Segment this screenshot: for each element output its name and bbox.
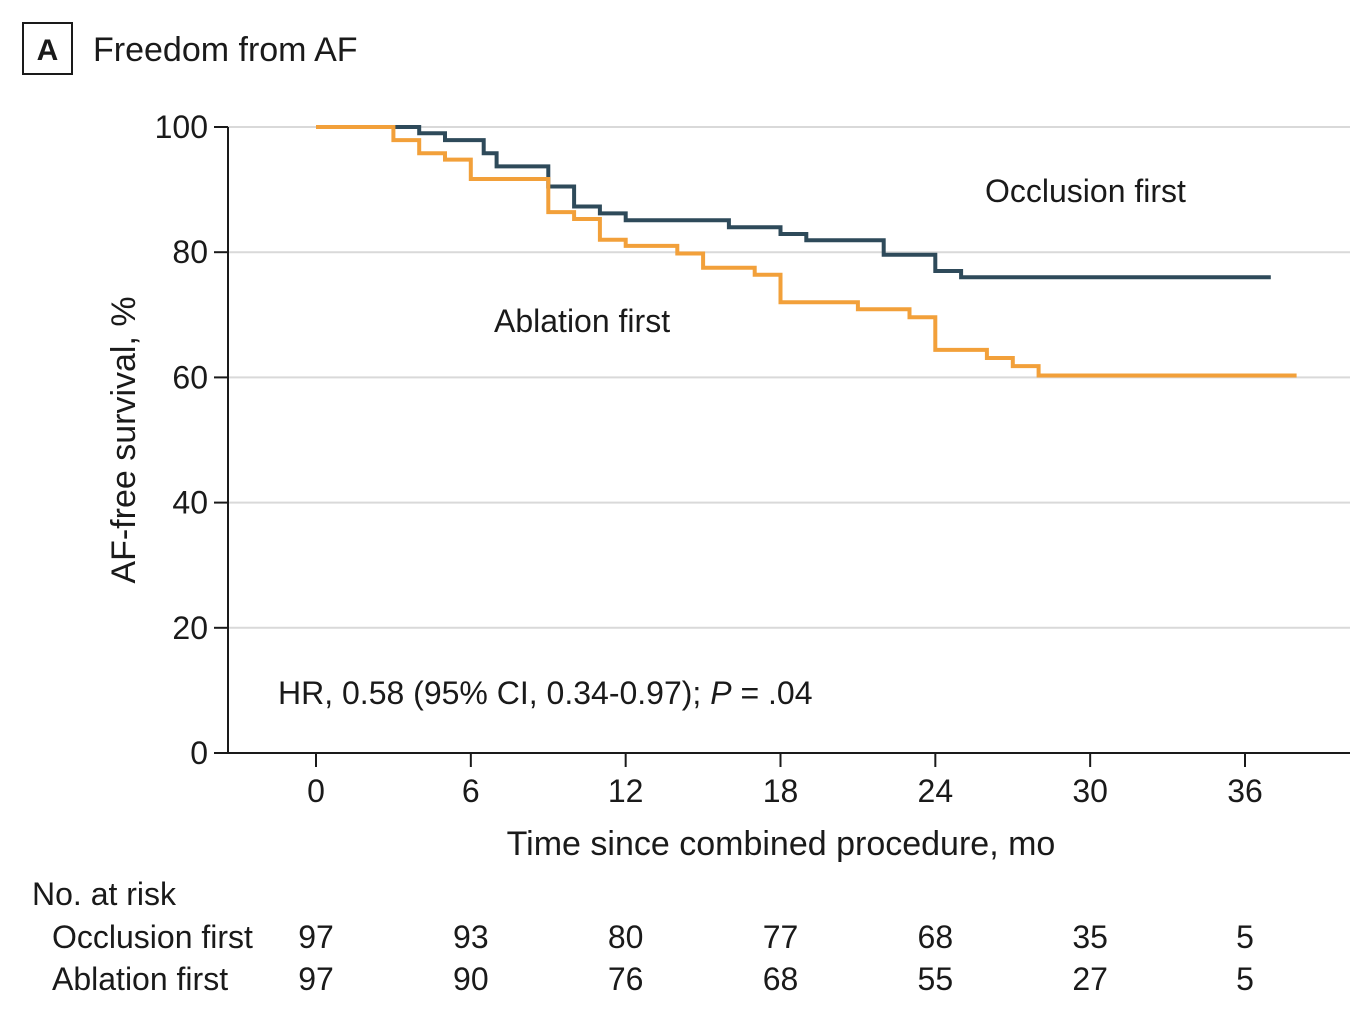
risk-value-ablation-first-30: 27 — [1072, 961, 1108, 997]
y-axis-title: AF-free survival, % — [105, 296, 143, 583]
y-tick-label-0: 0 — [190, 735, 208, 771]
hr-annotation-prefix: HR, 0.58 (95% CI, 0.34-0.97); — [278, 675, 710, 711]
risk-value-ablation-first-0: 97 — [298, 961, 334, 997]
x-axis-ticks: 0 6 12 18 24 30 36 — [307, 753, 1263, 809]
panel-letter: A — [37, 34, 59, 67]
x-tick-label-24: 24 — [918, 773, 954, 809]
series-label-occlusion-first: Occlusion first — [985, 173, 1186, 209]
x-tick-label-36: 36 — [1227, 773, 1263, 809]
risk-value-occlusion-first-24: 68 — [918, 919, 954, 955]
survival-curves — [316, 125, 1297, 378]
x-tick-label-12: 12 — [608, 773, 644, 809]
risk-value-occlusion-first-36: 5 — [1236, 919, 1254, 955]
risk-table-title: No. at risk — [32, 876, 177, 912]
hr-annotation-p-symbol: P — [710, 675, 732, 711]
risk-value-occlusion-first-30: 35 — [1072, 919, 1108, 955]
y-tick-label-60: 60 — [172, 359, 208, 395]
risk-value-occlusion-first-6: 93 — [453, 919, 489, 955]
y-tick-label-80: 80 — [172, 234, 208, 270]
hr-annotation-p-value: = .04 — [732, 675, 813, 711]
series-label-ablation-first: Ablation first — [494, 303, 670, 339]
y-tick-label-20: 20 — [172, 610, 208, 646]
x-tick-label-30: 30 — [1072, 773, 1108, 809]
series-line-occlusion-first — [316, 125, 1271, 280]
risk-row-label-ablation-first: Ablation first — [52, 961, 228, 997]
y-tick-label-40: 40 — [172, 485, 208, 521]
risk-value-occlusion-first-18: 77 — [763, 919, 799, 955]
series-line-ablation-first — [316, 125, 1297, 378]
y-tick-label-100: 100 — [155, 109, 208, 145]
risk-value-ablation-first-12: 76 — [608, 961, 644, 997]
risk-value-occlusion-first-0: 97 — [298, 919, 334, 955]
x-axis-title: Time since combined procedure, mo — [507, 825, 1056, 863]
y-axis-ticks: 0 20 40 60 80 100 — [155, 109, 228, 771]
panel-letter-box — [22, 22, 73, 75]
risk-table-values: 97 93 80 77 68 35 5 97 90 76 68 55 27 5 — [298, 919, 1254, 997]
risk-value-ablation-first-36: 5 — [1236, 961, 1254, 997]
x-tick-label-18: 18 — [763, 773, 799, 809]
risk-value-ablation-first-18: 68 — [763, 961, 799, 997]
risk-row-label-occlusion-first: Occlusion first — [52, 919, 253, 955]
hr-annotation: HR, 0.58 (95% CI, 0.34-0.97); P = .04 — [278, 675, 813, 711]
risk-value-occlusion-first-12: 80 — [608, 919, 644, 955]
risk-value-ablation-first-24: 55 — [918, 961, 954, 997]
risk-value-ablation-first-6: 90 — [453, 961, 489, 997]
panel-title: Freedom from AF — [93, 31, 358, 69]
x-tick-label-0: 0 — [307, 773, 325, 809]
x-tick-label-6: 6 — [462, 773, 480, 809]
